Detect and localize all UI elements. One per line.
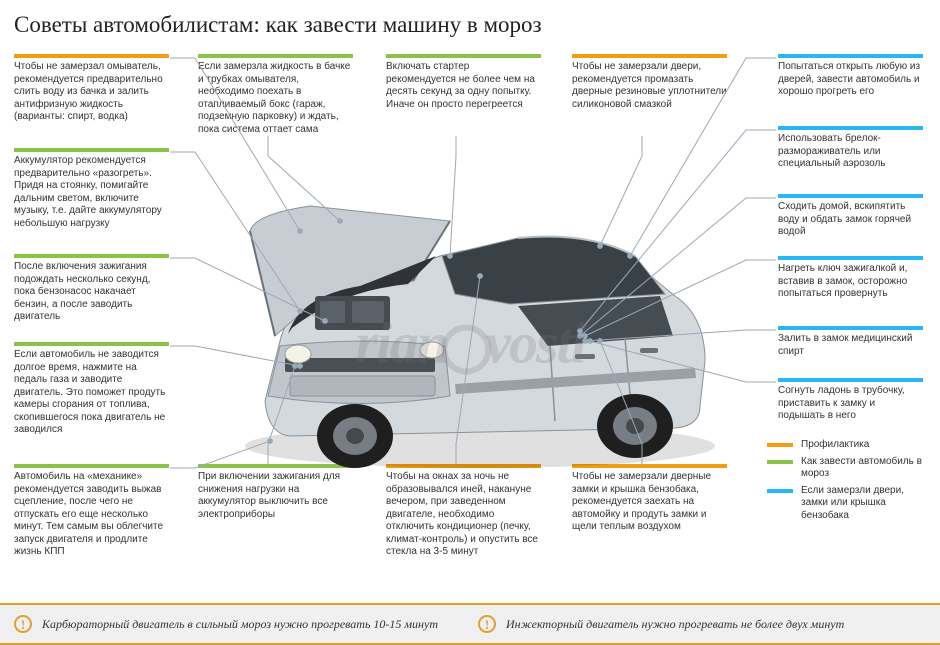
page-title: Советы автомобилистам: как завести машин…: [0, 0, 940, 46]
tip-text: Аккумулятор рекомендуется предварительно…: [14, 155, 169, 230]
tip-box: Чтобы не замерзали двери, рекомендуется …: [572, 54, 727, 111]
tip-category-bar: [778, 256, 923, 260]
tip-box: Если замерзла жидкость в бачке и трубках…: [198, 54, 353, 136]
tip-category-bar: [386, 54, 541, 58]
tip-text: После включения зажигания подождать неск…: [14, 261, 169, 324]
infographic-main: rianvosti Чтобы не замерзал омыватель, р…: [0, 46, 940, 586]
tip-text: Согнуть ладонь в трубочку, приставить к …: [778, 385, 923, 423]
tip-box: Использовать брелок-размораживатель или …: [778, 126, 923, 171]
tip-category-bar: [14, 254, 169, 258]
tip-box: Автомобиль на «механике» рекомендуется з…: [14, 464, 169, 559]
exclamation-icon: !: [478, 615, 496, 633]
tip-category-bar: [778, 378, 923, 382]
legend-swatch: [767, 443, 793, 447]
tip-text: Сходить домой, вскипятить воду и обдать …: [778, 201, 923, 239]
footer-note-1: ! Карбюраторный двигатель в сильный моро…: [14, 615, 438, 633]
tip-text: Чтобы не замерзал омыватель, рекомендует…: [14, 61, 169, 124]
tip-box: Залить в замок медицинский спирт: [778, 326, 923, 358]
tip-text: Если замерзла жидкость в бачке и трубках…: [198, 61, 353, 136]
tip-box: Сходить домой, вскипятить воду и обдать …: [778, 194, 923, 239]
tip-category-bar: [14, 342, 169, 346]
tip-box: Если автомобиль не заводится долгое врем…: [14, 342, 169, 437]
tip-text: Включать стартер рекомендуется не более …: [386, 61, 541, 111]
tip-text: Использовать брелок-размораживатель или …: [778, 133, 923, 171]
legend-label: Если замерзли двери, замки или крышка бе…: [801, 485, 922, 523]
footer-note-2: ! Инжекторный двигатель нужно прогревать…: [478, 615, 844, 633]
tip-text: Если автомобиль не заводится долгое врем…: [14, 349, 169, 437]
tip-category-bar: [778, 326, 923, 330]
car-illustration: [180, 136, 740, 486]
tip-category-bar: [14, 54, 169, 58]
tip-box: После включения зажигания подождать неск…: [14, 254, 169, 324]
tip-category-bar: [198, 54, 353, 58]
tip-text: Залить в замок медицинский спирт: [778, 333, 923, 358]
tip-category-bar: [778, 126, 923, 130]
tip-category-bar: [572, 54, 727, 58]
tip-box: Нагреть ключ зажигалкой и, вставив в зам…: [778, 256, 923, 301]
tip-category-bar: [778, 54, 923, 58]
tip-text: Автомобиль на «механике» рекомендуется з…: [14, 471, 169, 559]
tip-box: Согнуть ладонь в трубочку, приставить к …: [778, 378, 923, 423]
legend-label: Как завести автомобиль в мороз: [801, 456, 922, 481]
legend: Профилактика Как завести автомобиль в мор…: [767, 439, 922, 526]
legend-label: Профилактика: [801, 439, 922, 452]
tip-box: Чтобы не замерзал омыватель, рекомендует…: [14, 54, 169, 124]
tip-box: Включать стартер рекомендуется не более …: [386, 54, 541, 111]
tip-text: Нагреть ключ зажигалкой и, вставив в зам…: [778, 263, 923, 301]
legend-swatch: [767, 460, 793, 464]
legend-row: Профилактика: [767, 439, 922, 452]
tip-box: Попытаться открыть любую из дверей, заве…: [778, 54, 923, 99]
exclamation-icon: !: [14, 615, 32, 633]
tip-box: Аккумулятор рекомендуется предварительно…: [14, 148, 169, 230]
legend-swatch: [767, 489, 793, 493]
tip-category-bar: [778, 194, 923, 198]
tip-category-bar: [14, 464, 169, 468]
tip-text: Попытаться открыть любую из дверей, заве…: [778, 61, 923, 99]
legend-row: Как завести автомобиль в мороз: [767, 456, 922, 481]
footer-notes: ! Карбюраторный двигатель в сильный моро…: [0, 603, 940, 645]
tip-text: Чтобы не замерзали двери, рекомендуется …: [572, 61, 727, 111]
legend-row: Если замерзли двери, замки или крышка бе…: [767, 485, 922, 523]
tip-category-bar: [14, 148, 169, 152]
